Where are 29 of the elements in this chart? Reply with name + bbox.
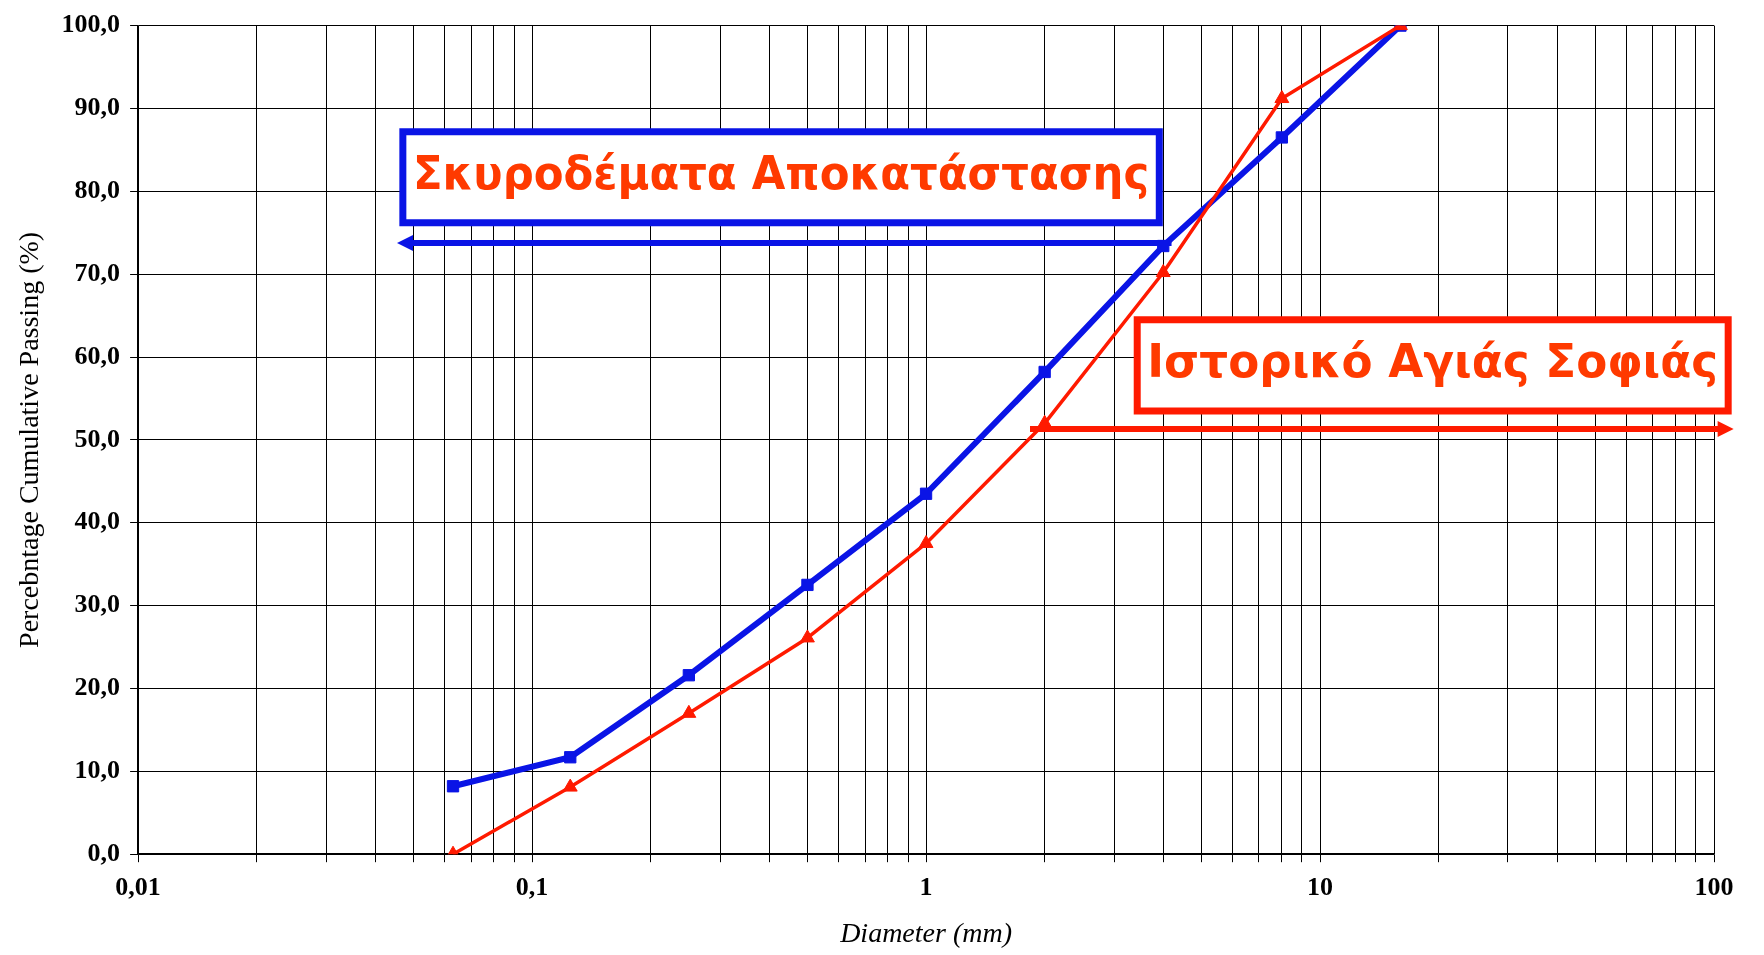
point: [1155, 264, 1171, 278]
y-tick-label: 60,0: [74, 340, 121, 370]
x-axis-title: Diameter (mm): [839, 916, 1012, 948]
x-tick-label: 0,1: [515, 871, 549, 901]
y-tick-label: 70,0: [74, 257, 121, 287]
x-tick-label: 1: [919, 871, 933, 901]
y-tick-label: 20,0: [74, 672, 121, 702]
x-tick-label: 100: [1694, 871, 1734, 901]
y-axis-title: Percebntage Cumulative Passing (%): [13, 231, 45, 648]
point: [801, 578, 814, 592]
x-tick-label: 10: [1307, 871, 1334, 901]
point: [681, 704, 697, 718]
y-tick-label: 90,0: [74, 92, 121, 122]
y-tick-label: 80,0: [74, 175, 121, 205]
y-tick-label: 100,0: [61, 9, 121, 39]
x-tick-label: 0,01: [115, 871, 161, 901]
series-label: Ιστορικό Αγιάς Σοφιάς: [1147, 334, 1719, 389]
y-tick-label: 40,0: [74, 506, 121, 536]
y-tick-label: 0,0: [87, 837, 121, 867]
point: [562, 778, 578, 792]
series-label: Σκυροδέματα Αποκατάστασης: [412, 145, 1150, 201]
y-tick-label: 30,0: [74, 589, 121, 619]
point: [918, 534, 934, 548]
point: [919, 487, 933, 500]
point: [800, 629, 815, 643]
y-tick-label: 50,0: [74, 423, 121, 453]
y-tick-label: 10,0: [74, 755, 121, 785]
point: [1038, 365, 1051, 379]
point: [1275, 131, 1288, 144]
